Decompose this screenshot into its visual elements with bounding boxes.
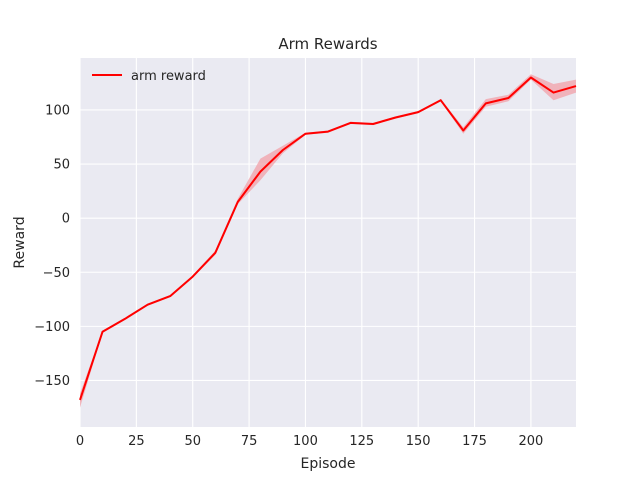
legend: arm reward — [92, 69, 206, 84]
x-tick-label: 175 — [462, 434, 487, 449]
x-tick-label: 75 — [241, 434, 258, 449]
y-tick-label: −50 — [43, 266, 70, 281]
x-tick-label: 200 — [518, 434, 543, 449]
x-tick-label: 150 — [406, 434, 431, 449]
x-tick-label: 125 — [349, 434, 374, 449]
chart-title: Arm Rewards — [278, 35, 377, 53]
series-line-arm-reward — [79, 76, 577, 401]
plot-background — [80, 58, 576, 427]
series-line-layer — [79, 76, 577, 401]
x-axis-label: Episode — [301, 456, 356, 472]
x-tick-label: 100 — [293, 434, 318, 449]
y-axis-label: Reward — [12, 216, 28, 268]
y-tick-label: −150 — [34, 374, 70, 389]
x-tick-label: 0 — [76, 434, 84, 449]
x-tick-label: 25 — [128, 434, 145, 449]
y-tick-label: 50 — [53, 158, 70, 173]
grid-lines — [79, 58, 576, 427]
y-tick-label: −100 — [34, 320, 70, 335]
tick-labels: 0 25 50 75 100 125 150 175 200 −150 −100 −50 0 50 100 — [34, 103, 543, 449]
y-tick-label: 100 — [45, 103, 70, 118]
y-tick-label: 0 — [62, 212, 70, 227]
x-tick-label: 50 — [184, 434, 201, 449]
legend-label: arm reward — [131, 69, 206, 84]
